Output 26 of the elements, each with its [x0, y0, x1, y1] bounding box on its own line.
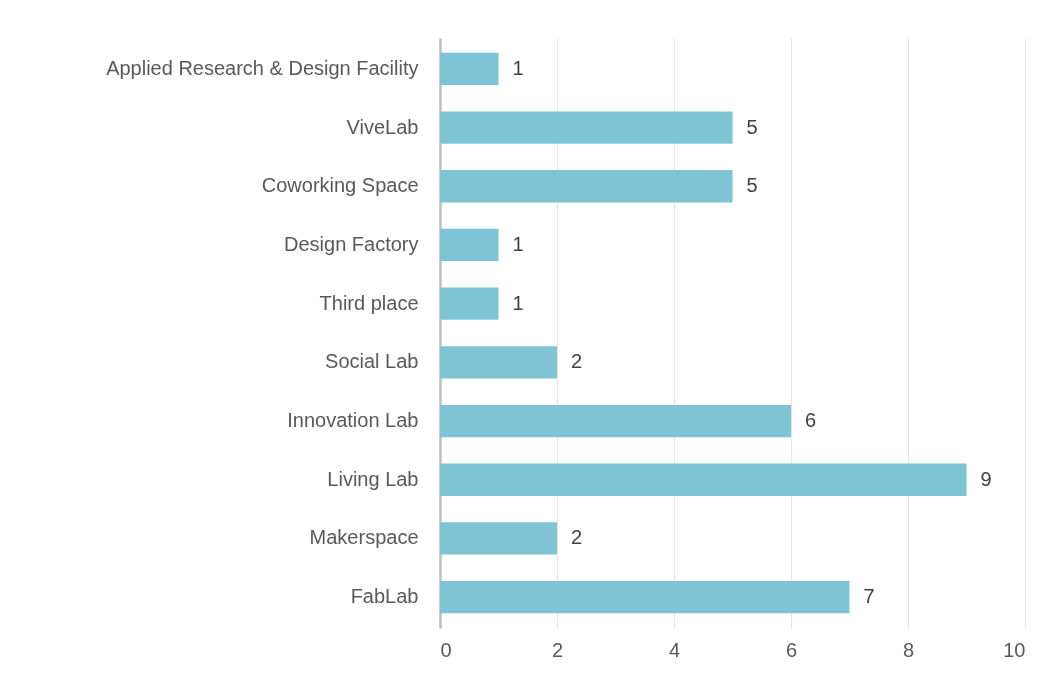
x-tick-label: 0 [440, 638, 452, 661]
data-label: 9 [980, 467, 992, 490]
y-tick-label: Social Lab [325, 350, 419, 373]
data-label: 2 [571, 526, 583, 549]
x-tick-label: 4 [668, 638, 681, 661]
y-tick-label: Makerspace [309, 526, 419, 549]
x-tick-label: 10 [1003, 638, 1026, 661]
x-tick-label: 8 [902, 638, 915, 661]
data-label: 5 [746, 174, 758, 197]
y-tick-label: Third place [319, 291, 419, 314]
y-tick-label: FabLab [350, 585, 419, 608]
data-label: 6 [805, 409, 817, 432]
y-tick-label: Coworking Space [261, 174, 419, 197]
data-label: 2 [571, 350, 583, 373]
data-label: 7 [863, 585, 875, 608]
x-tick-label: 6 [785, 638, 798, 661]
y-tick-label: Innovation Lab [287, 409, 419, 432]
x-tick-label: 2 [551, 638, 564, 661]
data-label: 1 [512, 232, 524, 255]
y-tick-label: ViveLab [346, 115, 419, 138]
y-tick-label: Living Lab [327, 467, 419, 490]
data-label: 1 [512, 291, 524, 314]
y-tick-label: Design Factory [284, 232, 419, 255]
data-label: 5 [746, 115, 758, 138]
data-label: 1 [512, 56, 524, 79]
y-tick-label: Applied Research & Design Facility [106, 56, 419, 79]
